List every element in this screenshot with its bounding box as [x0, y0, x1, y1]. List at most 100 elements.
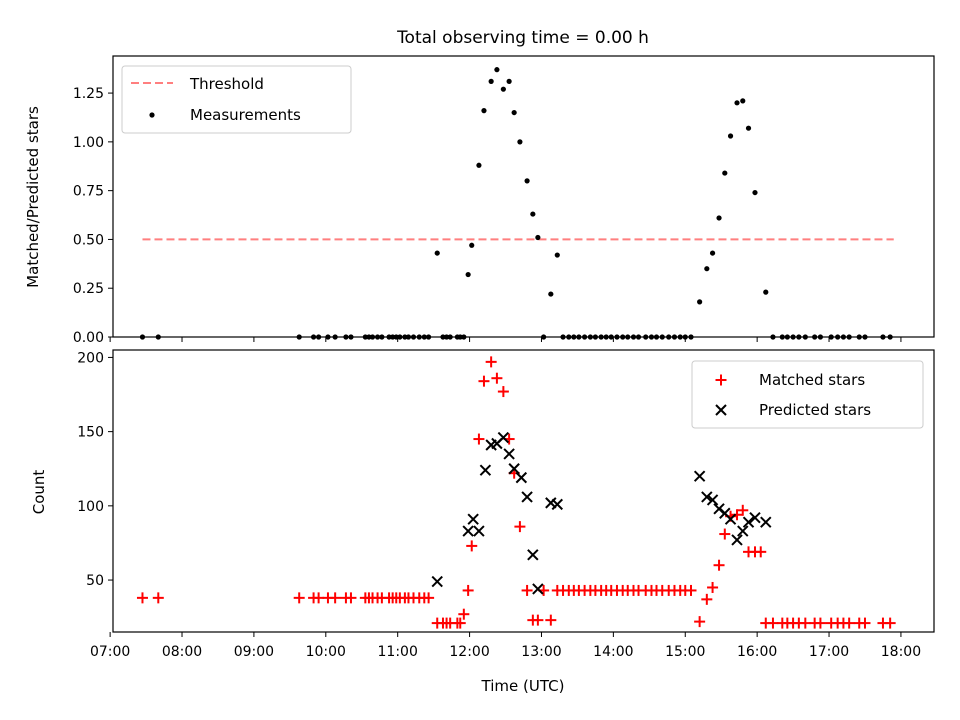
measurement-point	[465, 271, 471, 278]
predicted-star-point	[701, 491, 713, 503]
predicted-star-point	[431, 575, 443, 588]
matched-star-point	[514, 521, 526, 533]
measurement-point	[500, 86, 506, 92]
matched-star-point	[532, 614, 544, 626]
top-y-tick-label: 0.50	[73, 232, 104, 248]
predicted-star-point-b	[532, 583, 544, 595]
legend-measurements-swatch	[149, 112, 155, 118]
measurement-point	[709, 250, 716, 256]
predicted-star-point	[551, 498, 563, 511]
bottom-x-tick-label: 09:00	[234, 644, 274, 660]
top-y-tick-label: 1.25	[73, 86, 104, 102]
predicted-star-point-b	[545, 497, 557, 509]
measurement-point	[476, 162, 482, 168]
bottom-panel: 07:00 08:00 09:00 10:00 11:00 12:00 13:00 14:00…	[30, 349, 935, 695]
top-y-axis-label: Matched/Predicted stars	[24, 106, 42, 288]
bottom-y-tick-label: 150	[77, 425, 104, 441]
measurement-point	[511, 109, 517, 116]
bottom-x-tick-label: 18:00	[881, 644, 921, 660]
top-y-tick-label: 1.00	[73, 135, 104, 151]
measurement-point	[734, 100, 740, 106]
measurement-point	[548, 291, 554, 297]
top-y-tick-label: 0.75	[73, 184, 104, 200]
matched-star-point	[701, 593, 713, 605]
bottom-x-tick-label: 12:00	[449, 644, 489, 660]
predicted-star-point-b	[737, 525, 749, 537]
matched-star-point	[545, 614, 557, 626]
predicted-star-point-b	[473, 525, 485, 537]
predicted-star-point-b	[431, 575, 443, 588]
predicted-star-point-b	[527, 549, 539, 561]
measurement-point	[752, 189, 758, 196]
predicted-star-point	[749, 512, 761, 524]
bottom-x-tick-label: 17:00	[809, 644, 849, 660]
bottom-y-tick-label: 100	[77, 499, 104, 515]
predicted-star-point	[473, 525, 485, 537]
bottom-x-tick-label: 10:00	[306, 644, 346, 660]
predicted-star-point	[527, 549, 539, 561]
predicted-star-point	[532, 583, 544, 595]
matched-star-point	[329, 592, 341, 604]
predicted-star-point	[508, 463, 520, 475]
legend-predicted-swatch	[715, 404, 727, 416]
matched-star-point	[731, 509, 743, 521]
bottom-x-tick-label: 07:00	[90, 644, 130, 660]
predicted-star-point-b	[706, 494, 719, 506]
matched-star-point	[713, 559, 725, 571]
predicted-star-point	[731, 534, 743, 546]
predicted-star-point	[706, 494, 719, 506]
predicted-star-point-b	[521, 491, 533, 503]
predicted-star-point	[693, 470, 706, 482]
predicted-star-point	[521, 491, 533, 503]
measurement-point	[740, 98, 746, 104]
predicted-star-point	[479, 464, 492, 476]
matched-star-point	[843, 617, 855, 629]
measurement-point	[535, 234, 541, 241]
predicted-star-point-b	[467, 513, 479, 525]
measurement-point	[469, 242, 475, 248]
legend-matched-swatch	[715, 374, 727, 386]
matched-star-point	[707, 581, 719, 593]
predicted-star-point-b	[515, 471, 528, 484]
matched-star-point	[521, 584, 533, 596]
bottom-x-tick-label: 13:00	[521, 644, 561, 660]
matched-star-point	[423, 592, 435, 604]
measurement-point	[506, 78, 512, 84]
predicted-star-point	[503, 448, 515, 460]
top-axes-frame	[112, 55, 935, 338]
top-x-ticks	[109, 337, 902, 342]
top-legend: Threshold Measurements	[121, 65, 352, 134]
top-legend-box	[121, 65, 352, 134]
matched-star-point	[466, 540, 478, 552]
predicted-star-point	[497, 431, 510, 444]
legend-predicted-marker-b	[715, 404, 727, 416]
measurement-point	[434, 250, 440, 256]
measurement-point	[727, 133, 734, 139]
matched-star-point	[478, 375, 490, 387]
bottom-legend: Matched stars Predicted stars	[691, 360, 924, 429]
bottom-x-axis-label: Time (UTC)	[481, 677, 565, 695]
matched-star-point	[485, 356, 497, 368]
bottom-y-ticks: 50 100 150 200	[77, 350, 113, 589]
measurement-point	[697, 299, 703, 305]
predicted-star-point-b	[551, 498, 563, 511]
predicted-star-point-b	[508, 463, 520, 475]
bottom-x-tick-label: 15:00	[665, 644, 705, 660]
measurement-point	[554, 252, 560, 258]
top-y-tick-label: 0.00	[73, 330, 104, 346]
predicted-star-point-b	[731, 534, 743, 546]
top-panel: 0.00 0.25 0.50 0.75 1.00 1.25 Matched/Predict…	[24, 55, 935, 346]
matched-star-point	[884, 617, 896, 629]
predicted-star-point	[724, 513, 737, 525]
legend-predicted-marker	[715, 404, 727, 416]
matched-star-point	[767, 617, 779, 629]
predicted-star-point	[515, 471, 528, 484]
predicted-star-point-b	[701, 491, 713, 503]
predicted-star-point-b	[497, 431, 510, 444]
measurement-point	[763, 289, 769, 295]
legend-matched-label: Matched stars	[759, 371, 865, 389]
predicted-star-point	[467, 513, 479, 525]
bottom-y-tick-label: 200	[77, 350, 104, 366]
bottom-y-axis-label: Count	[30, 470, 48, 515]
